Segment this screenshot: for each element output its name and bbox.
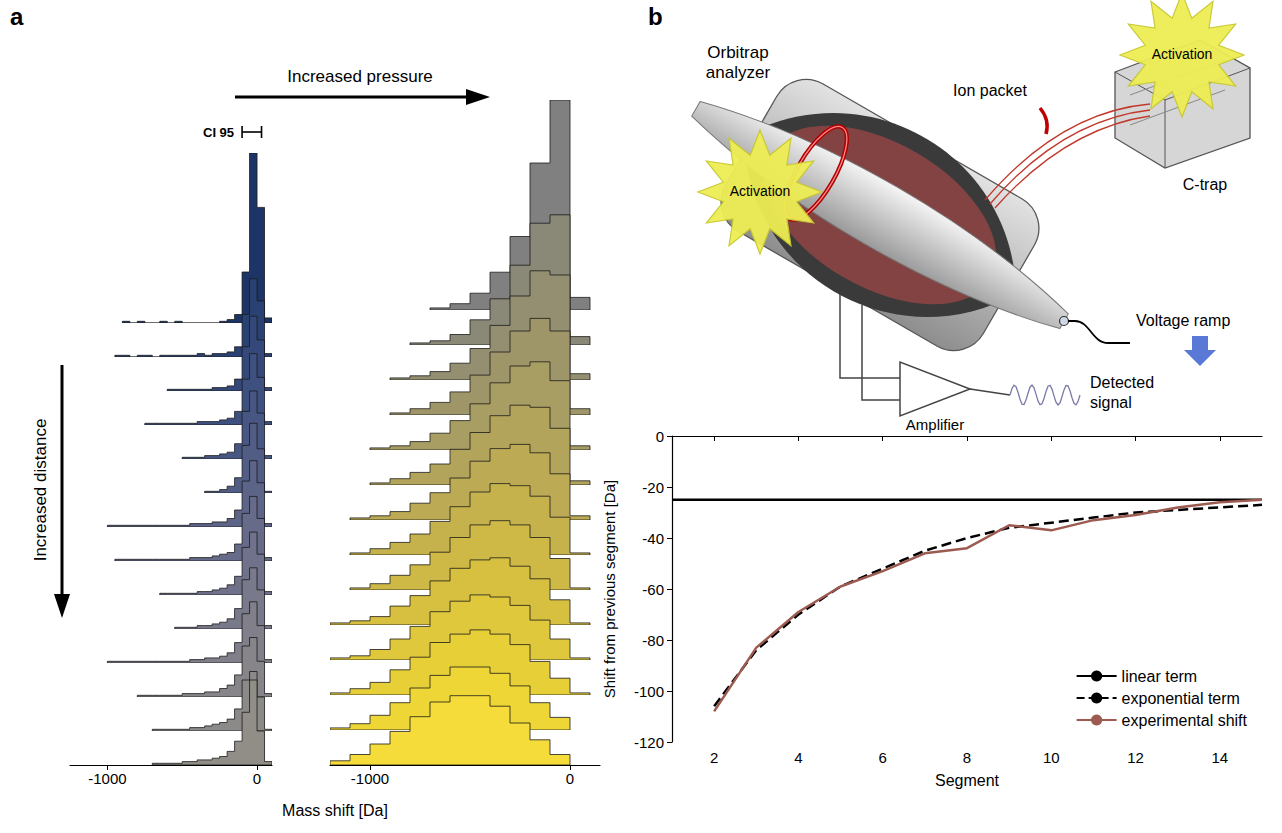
svg-text:a: a — [10, 3, 24, 30]
svg-text:-100: -100 — [634, 683, 664, 700]
svg-text:10: 10 — [1043, 749, 1060, 766]
svg-text:Mass shift [Da]: Mass shift [Da] — [282, 802, 388, 819]
svg-text:Activation: Activation — [1152, 46, 1213, 62]
svg-text:Detectedsignal: Detectedsignal — [1090, 375, 1154, 411]
svg-text:-1000: -1000 — [88, 770, 126, 787]
svg-text:Orbitrapanalyzer: Orbitrapanalyzer — [706, 43, 771, 82]
svg-text:Voltage ramp: Voltage ramp — [1136, 312, 1230, 329]
svg-text:b: b — [648, 3, 663, 30]
svg-text:-60: -60 — [642, 581, 664, 598]
svg-text:Amplifier: Amplifier — [906, 416, 964, 433]
svg-text:Ion packet: Ion packet — [953, 82, 1027, 99]
svg-text:-80: -80 — [642, 632, 664, 649]
svg-text:Increased pressure: Increased pressure — [287, 67, 433, 86]
svg-text:0: 0 — [566, 770, 574, 787]
svg-text:CI 95: CI 95 — [203, 125, 234, 140]
svg-text:4: 4 — [794, 749, 802, 766]
svg-text:Segment: Segment — [935, 772, 1000, 789]
svg-text:0: 0 — [253, 770, 261, 787]
svg-text:2: 2 — [710, 749, 718, 766]
svg-text:Increased distance: Increased distance — [31, 419, 50, 562]
svg-text:8: 8 — [963, 749, 971, 766]
svg-text:Activation: Activation — [730, 183, 791, 199]
svg-text:14: 14 — [1212, 749, 1229, 766]
svg-text:-120: -120 — [634, 734, 664, 751]
svg-text:C-trap: C-trap — [1183, 176, 1228, 193]
svg-text:-1000: -1000 — [351, 770, 389, 787]
svg-text:-40: -40 — [642, 530, 664, 547]
svg-text:Shift from previous segment [D: Shift from previous segment [Da] — [601, 480, 618, 698]
svg-text:exponential term: exponential term — [1122, 690, 1240, 707]
svg-text:6: 6 — [879, 749, 887, 766]
svg-text:linear term: linear term — [1122, 668, 1198, 685]
svg-text:12: 12 — [1127, 749, 1144, 766]
svg-text:0: 0 — [656, 428, 664, 445]
svg-text:-20: -20 — [642, 479, 664, 496]
svg-text:experimental shift: experimental shift — [1122, 712, 1248, 729]
